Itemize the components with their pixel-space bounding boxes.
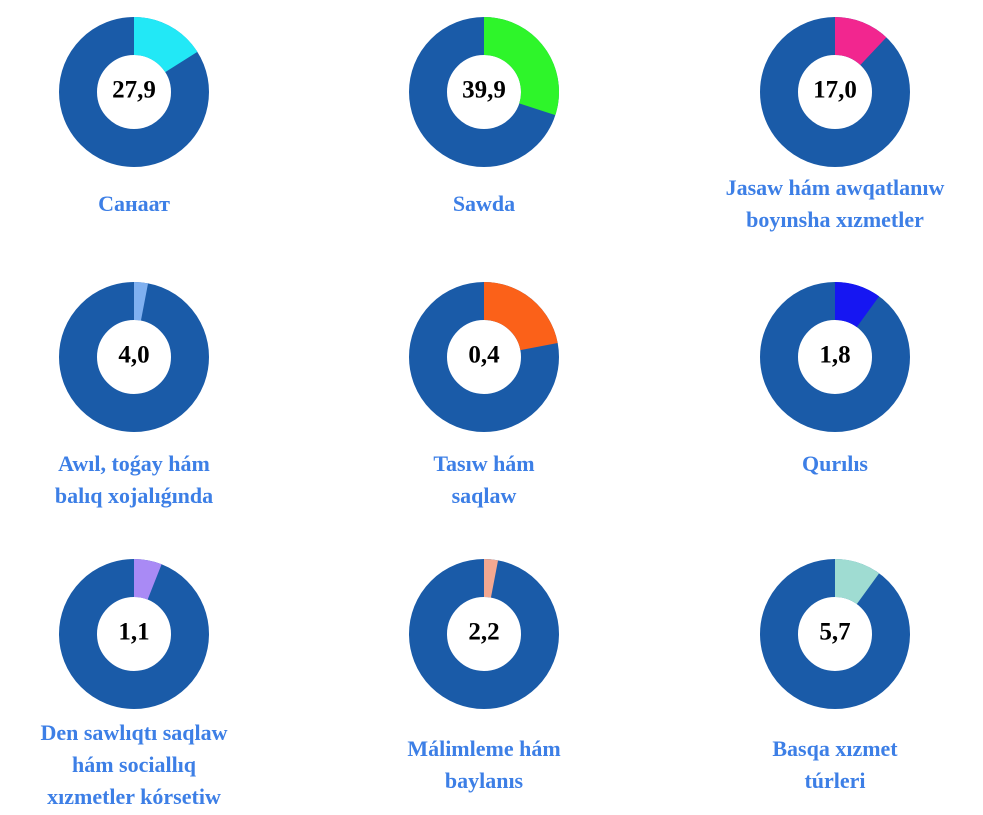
donut-value: 17,0: [813, 77, 857, 104]
donut-label: Tasıw hám: [433, 451, 534, 476]
donut-label: Qurılıs: [802, 451, 868, 476]
donut-label: saqlaw: [452, 483, 517, 508]
donut-label: Sawda: [453, 191, 515, 216]
donut-slice: [133, 559, 162, 600]
donut-label: hám sociallıq: [72, 752, 197, 777]
donut-value: 5,7: [819, 619, 850, 646]
donut-value: 2,2: [468, 619, 499, 646]
donut-label: Basqa xızmet: [772, 736, 898, 761]
donut-value: 4,0: [118, 342, 149, 369]
donut-slice: [834, 559, 880, 605]
donut-value: 39,9: [462, 77, 506, 104]
donut-value: 27,9: [112, 77, 156, 104]
donut-label: Awıl, toǵay hám: [58, 451, 210, 476]
donut-slice: [483, 282, 558, 351]
donut-value: 0,4: [468, 342, 500, 369]
donut-value: 1,1: [118, 619, 149, 646]
donut-slice: [834, 282, 880, 328]
donut-label: Санаат: [98, 191, 170, 216]
donut-slice: [133, 282, 149, 321]
donut-label: xızmetler kórsetiw: [47, 784, 221, 809]
donut-label: baylanıs: [445, 768, 524, 793]
donut-slice: [133, 17, 198, 73]
donut-label: Den sawlıqtı saqlaw: [40, 720, 227, 745]
donut-label: Jasaw hám awqatlanıw: [726, 175, 945, 200]
donut-label: balıq xojalıǵında: [55, 483, 213, 508]
donut-value: 1,8: [819, 342, 850, 369]
donut-label: boyınsha xızmetler: [746, 207, 924, 232]
donut-slice: [483, 559, 499, 598]
donut-slice: [483, 17, 559, 116]
donut-label: Málimleme hám: [407, 736, 560, 761]
donut-slice: [834, 17, 887, 66]
donut-label: túrleri: [804, 768, 865, 793]
